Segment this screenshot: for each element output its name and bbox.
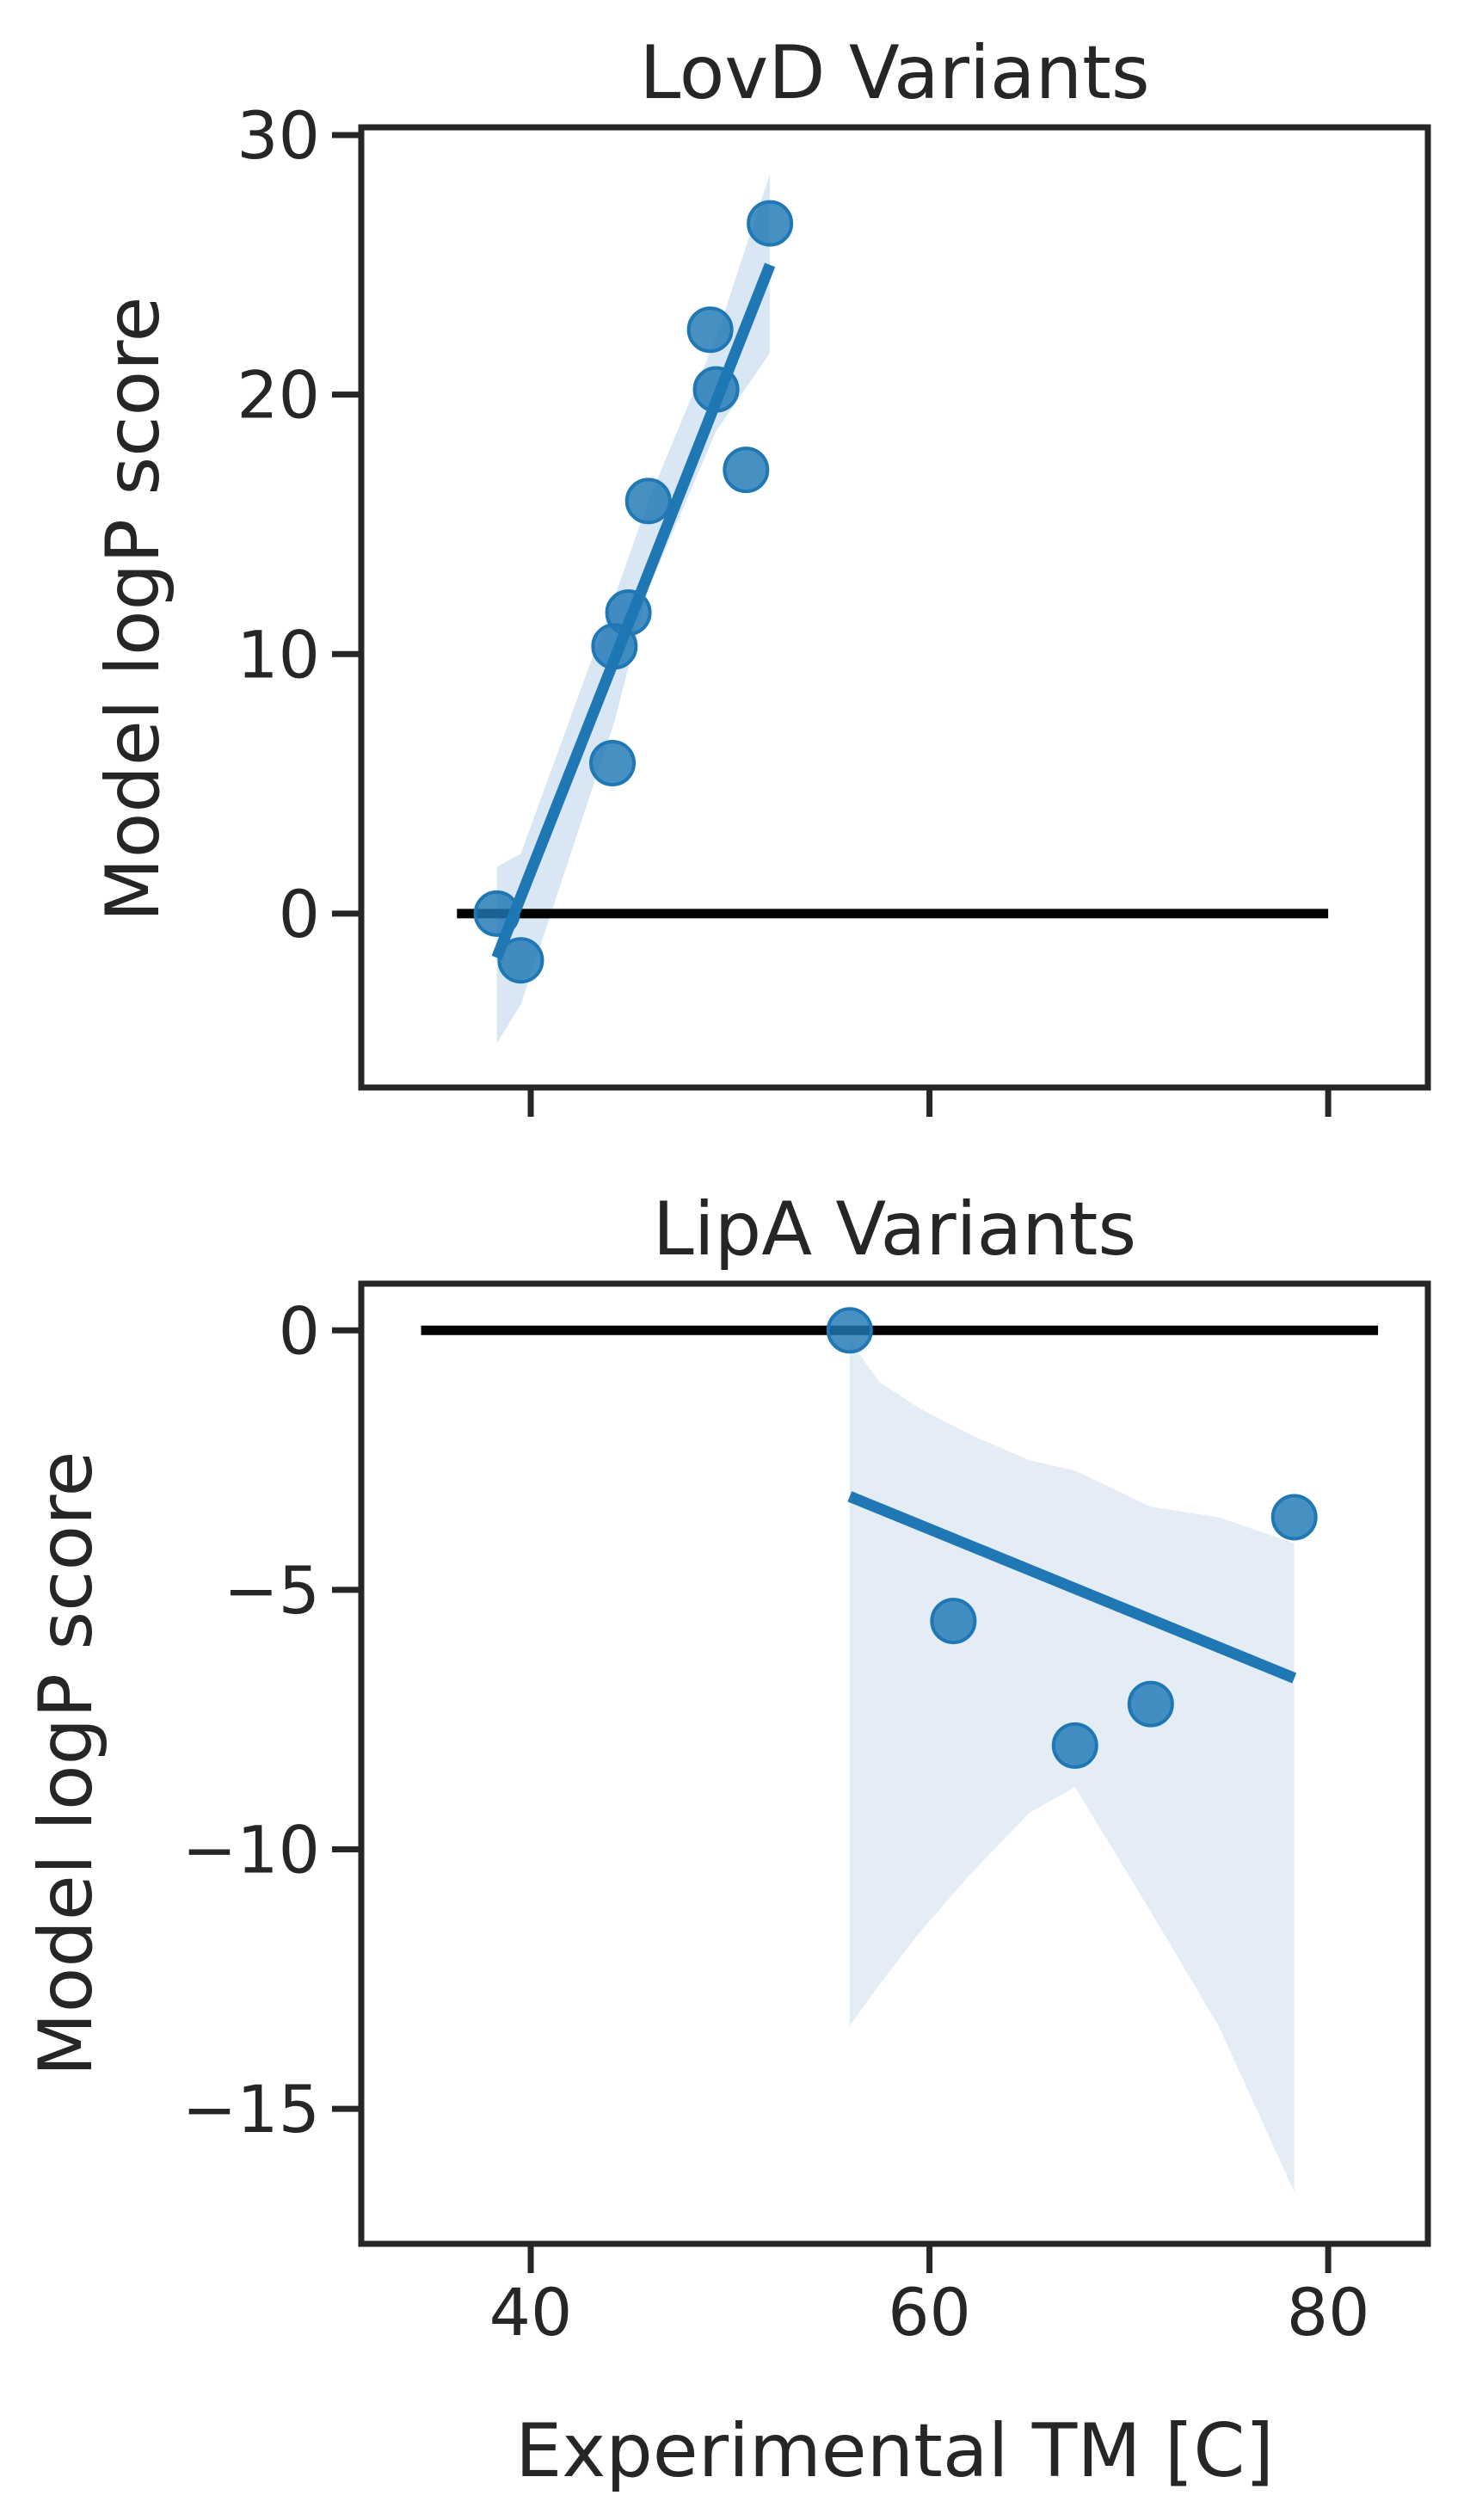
lipa-y-tick-label: −15 <box>182 2071 320 2147</box>
lipa-ylabel: Model logP score <box>23 1451 109 2077</box>
lovd-y-ticks: 0 10 20 30 <box>237 97 361 952</box>
lovd-data-point <box>624 478 672 525</box>
lipa-x-tick-label: 40 <box>489 2274 573 2351</box>
lipa-y-tick-label: 0 <box>279 1292 320 1369</box>
lipa-regression-layer <box>847 1491 1297 1684</box>
lovd-y-tick-label: 30 <box>237 97 320 174</box>
lipa-data-point <box>1127 1680 1174 1728</box>
lovd-data-point <box>692 366 740 413</box>
lovd-data-point <box>473 890 520 937</box>
lovd-data-point <box>723 447 770 494</box>
lovd-plot-frame <box>358 124 1431 1091</box>
lovd-panel: LovD Variants Model logP score 0 10 20 30 <box>90 30 1431 1117</box>
lovd-data-point <box>497 937 544 984</box>
lovd-x-ticks <box>527 1087 1332 1117</box>
lovd-title: LovD Variants <box>639 30 1149 116</box>
lipa-xlabel: Experimental TM [C] <box>515 2408 1274 2494</box>
lovd-data-point <box>605 589 652 637</box>
lovd-y-tick-label: 20 <box>237 357 320 434</box>
lipa-data-point <box>1270 1494 1318 1541</box>
lovd-data-point <box>747 200 794 247</box>
lipa-plot-frame <box>358 1280 1431 2247</box>
lovd-y-tick-label: 10 <box>237 616 320 693</box>
lovd-data-point <box>589 739 637 786</box>
lipa-x-ticks: 40 60 80 <box>489 2244 1370 2351</box>
lovd-ylabel: Model logP score <box>90 297 176 922</box>
lipa-y-tick-label: −5 <box>224 1552 320 1629</box>
lovd-points <box>473 200 794 984</box>
lipa-y-tick-label: −10 <box>182 1812 320 1888</box>
lipa-y-ticks: 0 −5 −10 −15 <box>182 1292 361 2147</box>
lipa-points <box>826 1307 1318 1769</box>
lipa-data-point <box>930 1598 977 1645</box>
lipa-title: LipA Variants <box>653 1186 1136 1272</box>
lipa-x-tick-label: 60 <box>888 2274 971 2351</box>
lipa-x-tick-label: 80 <box>1287 2274 1370 2351</box>
lipa-data-point <box>1051 1722 1098 1769</box>
lovd-y-tick-label: 0 <box>279 876 320 952</box>
lovd-data-point <box>686 306 734 354</box>
lipa-panel: LipA Variants Model logP score Experimen… <box>23 1186 1431 2494</box>
lipa-data-point <box>826 1307 873 1354</box>
lipa-regression-line <box>847 1491 1297 1684</box>
